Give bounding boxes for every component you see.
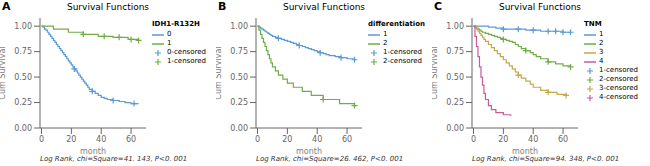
html-text:B: B xyxy=(218,0,227,13)
html-text:Survival Functions: Survival Functions xyxy=(66,2,150,12)
svg-text:0.75: 0.75 xyxy=(14,47,32,56)
svg-text:0.75: 0.75 xyxy=(230,47,248,56)
svg-text:0: 0 xyxy=(255,135,260,144)
html-text:Survival Functions: Survival Functions xyxy=(282,2,366,12)
svg-text:0.25: 0.25 xyxy=(14,98,32,107)
html-text:2: 2 xyxy=(383,39,388,47)
svg-text:Cum Survival: Cum Survival xyxy=(432,46,439,99)
html-text:4: 4 xyxy=(599,57,604,65)
svg-text:0.50: 0.50 xyxy=(446,73,464,82)
html-text:1: 1 xyxy=(383,30,388,38)
svg-text:0.00: 0.00 xyxy=(446,124,464,133)
svg-text:0: 0 xyxy=(471,135,476,144)
svg-text:40: 40 xyxy=(528,135,538,144)
html-text:1: 1 xyxy=(599,30,604,38)
svg-text:0.75: 0.75 xyxy=(446,47,464,56)
svg-text:40: 40 xyxy=(96,135,106,144)
html-text:2-censored: 2-censored xyxy=(599,75,638,83)
svg-text:1.00: 1.00 xyxy=(446,22,464,31)
html-text:3: 3 xyxy=(599,48,604,56)
html-text:TNM: TNM xyxy=(584,20,602,28)
svg-text:1.00: 1.00 xyxy=(230,22,248,31)
html-text:2: 2 xyxy=(599,39,604,47)
html-text:IDH1-R132H: IDH1-R132H xyxy=(152,20,200,28)
html-text:Log Rank, chi=Square=26. 462,: Log Rank, chi=Square=26. 462, P<0. 001 xyxy=(256,155,404,163)
html-text:Survival Functions: Survival Functions xyxy=(498,2,582,12)
svg-text:Cum Survival: Cum Survival xyxy=(216,46,223,99)
svg-text:month: month xyxy=(512,147,538,154)
svg-text:0.00: 0.00 xyxy=(14,124,32,133)
svg-text:0.25: 0.25 xyxy=(446,98,464,107)
svg-text:60: 60 xyxy=(342,135,352,144)
html-text:C: C xyxy=(434,0,443,13)
html-text:0: 0 xyxy=(167,30,172,38)
svg-text:20: 20 xyxy=(66,135,76,144)
html-text:1-censored: 1-censored xyxy=(383,48,422,56)
html-text:1: 1 xyxy=(167,39,172,47)
svg-text:0.25: 0.25 xyxy=(230,98,248,107)
svg-text:0: 0 xyxy=(39,135,44,144)
svg-text:40: 40 xyxy=(312,135,322,144)
html-text:differentiation: differentiation xyxy=(368,20,425,28)
html-text:1-censored: 1-censored xyxy=(167,57,206,65)
html-text:1-censored: 1-censored xyxy=(599,66,638,74)
svg-text:0.50: 0.50 xyxy=(230,73,248,82)
html-text:Log Rank, chi=Square=41. 143,: Log Rank, chi=Square=41. 143, P<0. 001 xyxy=(40,155,188,163)
html-text:0-censored: 0-censored xyxy=(167,48,206,56)
svg-text:0.50: 0.50 xyxy=(14,73,32,82)
svg-text:20: 20 xyxy=(282,135,292,144)
html-text:Log Rank, chi=Square=94. 348,: Log Rank, chi=Square=94. 348, P<0. 001 xyxy=(472,155,620,163)
svg-text:60: 60 xyxy=(558,135,568,144)
svg-text:1.00: 1.00 xyxy=(14,22,32,31)
html-text:3-censored: 3-censored xyxy=(599,84,638,92)
svg-text:20: 20 xyxy=(498,135,508,144)
svg-text:60: 60 xyxy=(126,135,136,144)
svg-text:month: month xyxy=(80,147,106,154)
html-text:2-censored: 2-censored xyxy=(383,57,422,65)
svg-text:0.00: 0.00 xyxy=(230,124,248,133)
html-text:4-censored: 4-censored xyxy=(599,93,638,101)
svg-text:month: month xyxy=(296,147,322,154)
html-text:A: A xyxy=(2,0,11,13)
